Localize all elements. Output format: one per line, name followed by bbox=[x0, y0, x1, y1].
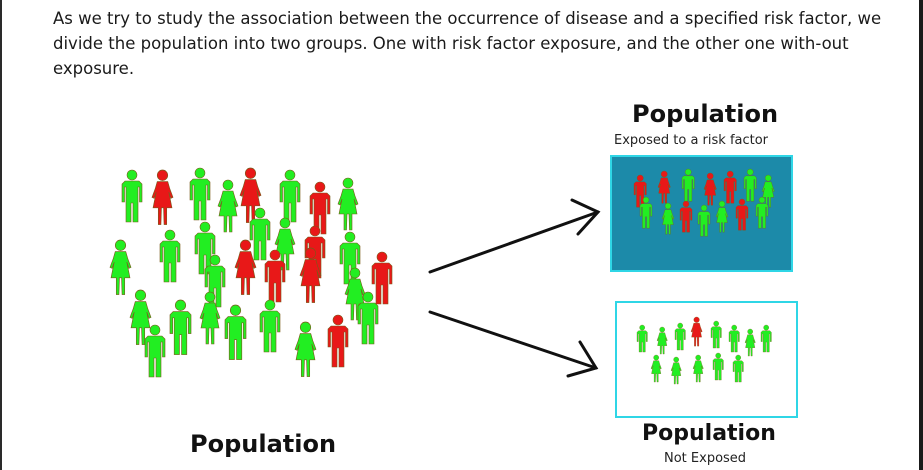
man-figure-icon bbox=[674, 322, 686, 351]
woman-figure-icon bbox=[109, 239, 132, 295]
woman-figure-icon bbox=[656, 326, 668, 355]
man-figure-icon bbox=[327, 314, 349, 368]
left-edge-bar bbox=[0, 0, 2, 470]
not-exposed-group-box bbox=[615, 301, 798, 418]
woman-figure-icon bbox=[344, 267, 366, 321]
man-figure-icon bbox=[755, 196, 769, 229]
woman-figure-icon bbox=[199, 291, 221, 345]
woman-figure-icon bbox=[299, 247, 322, 303]
woman-figure-icon bbox=[274, 217, 296, 271]
woman-figure-icon bbox=[239, 167, 262, 223]
arrow-to-exposed bbox=[428, 198, 601, 274]
woman-figure-icon bbox=[715, 200, 729, 233]
man-figure-icon bbox=[121, 169, 143, 223]
man-figure-icon bbox=[189, 167, 211, 221]
arrow-to-not-exposed bbox=[428, 310, 599, 378]
right-edge-bar bbox=[919, 0, 923, 470]
not-exposed-subtitle: Not Exposed bbox=[664, 451, 747, 466]
exposed-group-box bbox=[610, 155, 793, 272]
man-figure-icon bbox=[743, 168, 757, 202]
man-figure-icon bbox=[169, 299, 192, 355]
man-figure-icon bbox=[264, 249, 286, 303]
woman-figure-icon bbox=[692, 354, 704, 383]
man-figure-icon bbox=[723, 170, 737, 204]
woman-figure-icon bbox=[657, 170, 671, 204]
woman-figure-icon bbox=[151, 169, 174, 225]
man-figure-icon bbox=[636, 324, 648, 353]
exposed-population-title: Population bbox=[632, 100, 779, 128]
man-figure-icon bbox=[681, 168, 695, 202]
woman-figure-icon bbox=[661, 202, 675, 235]
man-figure-icon bbox=[224, 304, 247, 360]
woman-figure-icon bbox=[234, 239, 257, 295]
woman-figure-icon bbox=[650, 354, 662, 383]
woman-figure-icon bbox=[761, 174, 775, 208]
woman-figure-icon bbox=[670, 356, 682, 385]
not-exposed-crowd bbox=[636, 316, 772, 385]
man-figure-icon bbox=[144, 324, 166, 378]
man-figure-icon bbox=[279, 169, 301, 223]
man-figure-icon bbox=[371, 251, 393, 305]
man-figure-icon bbox=[159, 229, 181, 283]
man-figure-icon bbox=[732, 354, 744, 383]
man-figure-icon bbox=[639, 196, 653, 229]
man-figure-icon bbox=[194, 221, 216, 275]
man-figure-icon bbox=[259, 299, 281, 353]
population-title: Population bbox=[190, 430, 337, 458]
man-figure-icon bbox=[357, 291, 379, 345]
not-exposed-population-title: Population bbox=[642, 421, 776, 446]
woman-figure-icon bbox=[129, 289, 152, 345]
woman-figure-icon bbox=[337, 177, 359, 231]
man-figure-icon bbox=[735, 198, 749, 231]
man-figure-icon bbox=[760, 324, 772, 353]
woman-figure-icon bbox=[217, 179, 239, 233]
man-figure-icon bbox=[728, 324, 740, 353]
woman-figure-icon bbox=[703, 172, 717, 206]
exposed-subtitle: Exposed to a risk factor bbox=[614, 133, 769, 148]
man-figure-icon bbox=[710, 320, 722, 349]
man-figure-icon bbox=[697, 204, 711, 237]
intro-paragraph: As we try to study the association betwe… bbox=[53, 9, 882, 78]
exposed-crowd bbox=[633, 168, 775, 237]
woman-figure-icon bbox=[690, 316, 703, 347]
man-figure-icon bbox=[249, 207, 271, 261]
man-figure-icon bbox=[309, 181, 331, 235]
arrows bbox=[428, 198, 601, 378]
population-crowd bbox=[109, 167, 393, 378]
woman-figure-icon bbox=[744, 328, 756, 357]
woman-figure-icon bbox=[294, 321, 317, 377]
man-figure-icon bbox=[679, 200, 693, 233]
man-figure-icon bbox=[712, 352, 724, 381]
